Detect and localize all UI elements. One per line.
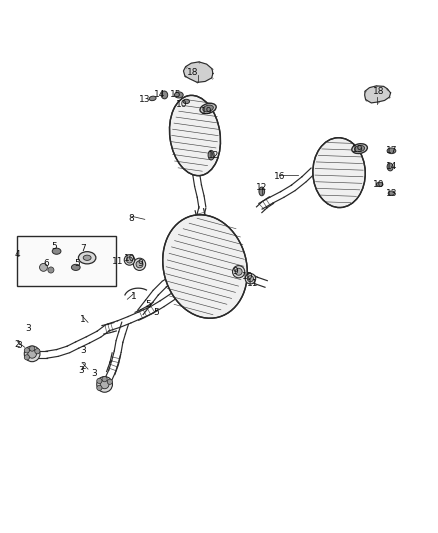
- Circle shape: [245, 273, 256, 284]
- Circle shape: [48, 267, 54, 273]
- Ellipse shape: [376, 182, 383, 187]
- Text: 14: 14: [386, 163, 397, 172]
- Circle shape: [136, 261, 143, 268]
- Ellipse shape: [78, 252, 96, 264]
- Ellipse shape: [387, 163, 393, 171]
- Circle shape: [102, 376, 107, 382]
- Text: 11: 11: [247, 279, 259, 288]
- Text: 10: 10: [242, 272, 253, 280]
- Ellipse shape: [352, 144, 367, 154]
- Text: 13: 13: [139, 95, 151, 104]
- Ellipse shape: [149, 96, 156, 101]
- Ellipse shape: [163, 215, 247, 318]
- Text: 12: 12: [208, 151, 219, 160]
- Text: 5: 5: [51, 243, 57, 252]
- Circle shape: [124, 255, 135, 265]
- Text: 2: 2: [80, 361, 85, 370]
- Ellipse shape: [313, 138, 365, 207]
- Circle shape: [97, 376, 113, 392]
- Text: 5: 5: [74, 259, 80, 268]
- Text: 19: 19: [352, 145, 364, 154]
- Circle shape: [24, 354, 29, 360]
- Text: 10: 10: [373, 180, 384, 189]
- Ellipse shape: [170, 95, 220, 176]
- Text: 9: 9: [138, 259, 143, 268]
- Text: 10: 10: [124, 254, 135, 263]
- Text: 18: 18: [373, 87, 384, 96]
- Circle shape: [97, 385, 102, 391]
- Circle shape: [233, 265, 245, 278]
- Text: 1: 1: [80, 315, 86, 324]
- Circle shape: [24, 348, 29, 353]
- Text: 5: 5: [153, 308, 159, 317]
- Ellipse shape: [161, 91, 168, 99]
- Bar: [17, 236, 116, 286]
- Text: 1: 1: [131, 292, 137, 301]
- Ellipse shape: [200, 103, 216, 114]
- Text: 3: 3: [92, 369, 97, 378]
- Text: 4: 4: [14, 250, 20, 259]
- Text: 19: 19: [201, 107, 212, 116]
- Text: 3: 3: [25, 324, 31, 333]
- Circle shape: [247, 276, 254, 282]
- Circle shape: [24, 346, 40, 362]
- Text: 14: 14: [154, 90, 166, 99]
- Ellipse shape: [387, 148, 396, 154]
- Text: 8: 8: [129, 214, 134, 223]
- Text: 3: 3: [80, 346, 86, 355]
- Text: 13: 13: [386, 189, 397, 198]
- Text: 3: 3: [16, 342, 22, 351]
- Text: 5: 5: [145, 301, 151, 310]
- Circle shape: [107, 379, 113, 384]
- Text: 9: 9: [233, 267, 238, 276]
- Ellipse shape: [52, 248, 61, 254]
- Text: 10: 10: [176, 100, 187, 109]
- Ellipse shape: [174, 92, 183, 98]
- Circle shape: [235, 268, 242, 275]
- Polygon shape: [184, 62, 213, 82]
- Circle shape: [127, 257, 133, 263]
- Ellipse shape: [83, 255, 91, 261]
- Polygon shape: [365, 86, 391, 103]
- Ellipse shape: [203, 105, 213, 112]
- Circle shape: [134, 258, 146, 270]
- Ellipse shape: [388, 191, 395, 195]
- Circle shape: [100, 380, 109, 389]
- Circle shape: [97, 378, 102, 384]
- Circle shape: [35, 349, 40, 354]
- Text: 15: 15: [170, 90, 181, 99]
- Ellipse shape: [183, 99, 190, 103]
- Text: 16: 16: [273, 173, 285, 182]
- Ellipse shape: [354, 146, 365, 152]
- Ellipse shape: [259, 187, 265, 196]
- Text: 2: 2: [14, 340, 20, 349]
- Text: 7: 7: [80, 244, 86, 253]
- Text: 17: 17: [386, 146, 397, 155]
- Circle shape: [28, 350, 36, 358]
- Text: 11: 11: [112, 257, 124, 266]
- Text: 18: 18: [187, 68, 198, 77]
- Ellipse shape: [208, 150, 214, 160]
- Circle shape: [39, 263, 47, 271]
- Text: 12: 12: [256, 183, 268, 192]
- Circle shape: [29, 346, 35, 351]
- Text: 6: 6: [44, 259, 49, 268]
- Text: 3: 3: [78, 366, 85, 375]
- Ellipse shape: [71, 264, 80, 270]
